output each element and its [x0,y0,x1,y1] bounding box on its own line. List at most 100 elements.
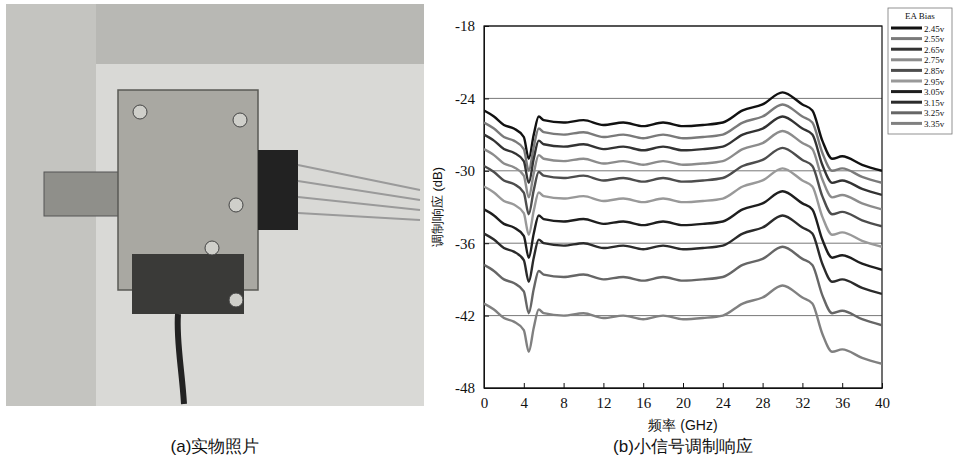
y-tick-label: -24 [455,91,475,107]
y-tick-label: -48 [455,380,475,396]
y-tick-label: -42 [455,308,475,324]
legend-swatch [891,111,922,114]
y-axis: -48 -42 -36 -30 -24 -18 [455,18,489,396]
legend-swatch [891,69,922,72]
x-tick: 4 [521,383,529,411]
legend: EA Bias2.45v2.55v2.65v2.75v2.85v2.95v3.0… [888,8,952,134]
legend-label: 2.95v [924,77,945,87]
y-tick: -30 [455,163,489,179]
series-line [484,215,882,293]
series-line [484,168,882,246]
y-tick-mark [484,243,489,244]
photo-wire [298,197,420,210]
y-tick-mark [484,26,489,27]
y-tick-label: -18 [455,18,475,34]
y-tick: -48 [455,380,489,396]
photo-screw [133,105,147,119]
x-tick: 40 [875,383,890,411]
x-tick-mark [564,383,565,388]
x-tick: 36 [835,383,851,411]
photo-screw [229,198,243,212]
photo-wire [298,181,420,200]
grid-line [484,315,882,316]
legend-swatch [891,101,922,104]
photo-caption: (a)实物照片 [171,437,260,456]
x-tick-label: 0 [481,395,489,411]
x-tick: 28 [756,383,771,411]
y-tick-mark [484,316,489,317]
grid-line [484,170,882,171]
y-tick-label: -36 [455,236,475,252]
y-axis-title: 调制响应 (dB) [430,167,445,247]
x-tick-label: 12 [596,395,611,411]
photo-background [6,4,424,406]
x-tick-mark [763,383,764,388]
legend-label: 2.45v [924,24,945,34]
x-tick: 20 [676,383,691,411]
x-tick-mark [603,383,604,388]
series-line [484,117,882,195]
plot-frame [484,26,882,388]
series-line [484,191,882,269]
photo-screw [229,293,243,307]
legend-title: EA Bias [905,11,935,21]
x-tick: 16 [636,383,652,411]
photo-panel: (a)实物照片 [6,4,424,456]
chart-panel: 0 4 8 12 16 20 24 28 32 36 40 -48 -42 -36 -30 -24 -18 频率 … [430,8,952,456]
x-tick-label: 20 [676,395,691,411]
legend-swatch [891,48,922,51]
legend-swatch [891,58,922,61]
legend-label: 2.65v [924,45,945,55]
grid-line [484,98,882,99]
photo-pin-header [258,150,298,230]
x-axis: 0 4 8 12 16 20 24 28 32 36 40 [481,383,890,411]
x-tick: 12 [596,383,611,411]
x-tick-mark [802,383,803,388]
series-line [484,285,882,363]
x-tick: 24 [716,383,732,411]
grid [484,26,882,388]
x-axis-title: 频率 (GHz) [648,417,717,433]
y-tick: -42 [455,308,489,324]
x-tick-label: 16 [636,395,652,411]
legend-box [888,8,952,134]
y-tick: -36 [455,236,489,252]
legend-swatch [891,90,922,93]
photo-wire [298,213,420,220]
y-tick-mark [484,98,489,99]
x-tick-mark [643,383,644,388]
legend-label: 3.35v [924,119,945,129]
x-tick-label: 28 [756,395,771,411]
legend-label: 2.85v [924,66,945,76]
legend-swatch [891,27,922,30]
x-tick-label: 36 [835,395,851,411]
legend-label: 3.25v [924,108,945,118]
legend-label: 3.05v [924,87,945,97]
photo-connector [44,172,124,216]
chart-caption: (b)小信号调制响应 [613,437,753,456]
x-tick-mark [683,383,684,388]
legend-label: 3.15v [924,98,945,108]
x-tick: 8 [560,383,568,411]
x-tick-mark [842,383,843,388]
figure: (a)实物照片 0 4 8 12 16 20 24 28 32 36 40 -48 -42 -36 -30 -2… [0,0,959,471]
legend-swatch [891,37,922,40]
legend-swatch [891,80,922,83]
legend-swatch [891,122,922,125]
x-tick-mark [882,383,883,388]
photo-screw [233,113,247,127]
series-lines [484,92,882,364]
x-tick-mark [723,383,724,388]
y-tick: -18 [455,18,489,34]
photo-screw [205,241,219,255]
legend-label: 2.55v [924,34,945,44]
x-tick-label: 4 [521,395,529,411]
y-tick-label: -30 [455,163,475,179]
photo-rail [96,4,424,64]
photo-module-base [132,254,244,314]
photo-wire [298,165,420,190]
x-tick: 32 [795,383,810,411]
x-tick-label: 24 [716,395,732,411]
y-tick-mark [484,171,489,172]
y-axis-line [484,27,485,389]
